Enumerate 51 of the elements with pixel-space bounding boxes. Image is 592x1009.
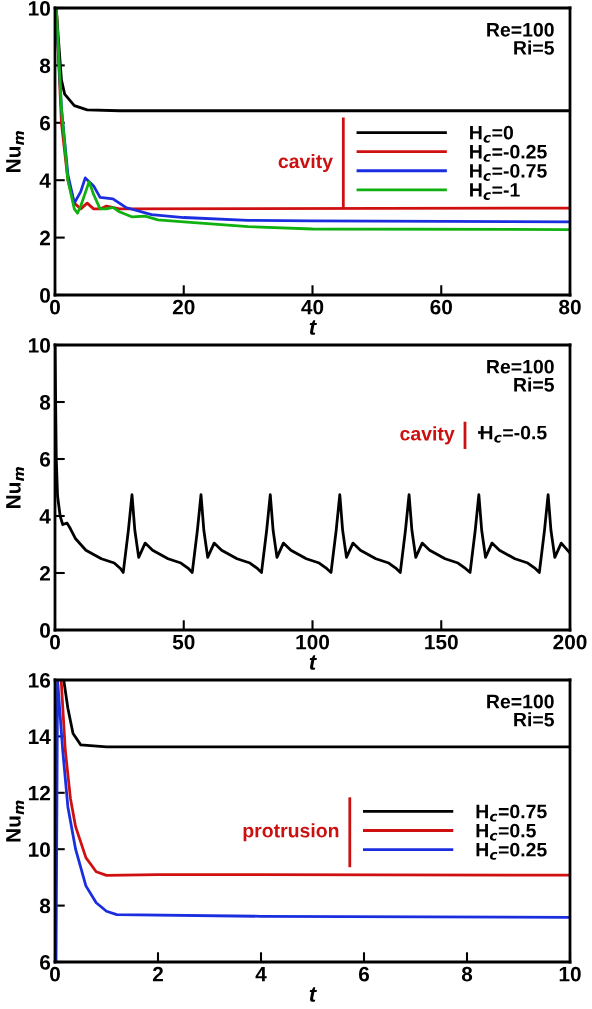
y-tick-label: 2: [39, 566, 50, 581]
y-tick-label: 10: [28, 842, 50, 857]
y-tick-label: 6: [40, 115, 51, 131]
legend-title: cavity: [278, 153, 333, 173]
y-tick-label: 8: [39, 898, 51, 914]
x-tick-label: 6: [358, 966, 370, 982]
y-tick-label: 8: [39, 395, 51, 410]
y-axis-title: Nu$_{m}$: [6, 131, 24, 172]
annotation: Re=100 Ri=5: [487, 359, 555, 392]
legend-label: H$_{c}$=-0.5: [480, 425, 547, 443]
legend-title: protrusion: [243, 823, 339, 842]
x-axis-title: t: [309, 987, 317, 1002]
x-tick-label: 4: [255, 966, 267, 982]
legend-label: H$_{c}$=-0.25: [470, 144, 547, 162]
y-tick-label: 8: [39, 58, 51, 74]
legend-label: H$_{c}$=0.5: [476, 823, 536, 841]
x-tick-label: 200: [553, 634, 587, 650]
x-tick-label: 40: [301, 299, 324, 315]
x-tick-label: 2: [152, 966, 163, 982]
legend-label: H$_{c}$=0.75: [476, 804, 547, 822]
y-axis-title: Nu$_{m}$: [6, 467, 24, 508]
annotation: Re=100 Ri=5: [487, 22, 555, 55]
x-tick-label: 150: [425, 634, 458, 650]
y-axis-title: Nu$_{m}$: [6, 800, 24, 842]
x-tick-label: 8: [461, 966, 473, 982]
legend-label: H$_{c}$=-0.75: [470, 163, 547, 181]
x-tick-label: 50: [172, 634, 195, 650]
y-tick-label: 0: [40, 623, 50, 638]
x-axis-title: t: [309, 655, 317, 670]
y-tick-label: 6: [40, 452, 51, 467]
x-axis-title: t: [309, 320, 317, 335]
y-tick-label: 0: [40, 288, 50, 303]
x-tick-label: 80: [559, 299, 581, 315]
x-tick-label: 100: [296, 634, 330, 650]
y-tick-label: 14: [28, 729, 51, 744]
x-tick-label: 20: [172, 299, 195, 315]
legend-title: cavity: [400, 426, 455, 445]
legend-label: H$_{c}$=-1: [470, 183, 520, 200]
x-tick-label: 10: [559, 966, 581, 982]
y-tick-label: 16: [28, 673, 51, 688]
y-tick-label: 10: [28, 338, 50, 353]
y-tick-label: 10: [28, 1, 50, 16]
legend-label: H$_{c}$=0.25: [476, 842, 547, 860]
legend-label: H$_{c}$=0: [470, 125, 513, 143]
y-tick-label: 12: [28, 785, 50, 801]
y-tick-label: 6: [40, 955, 51, 970]
y-tick-label: 4: [39, 509, 51, 524]
annotation: Re=100 Ri=5: [487, 694, 555, 727]
y-tick-label: 4: [39, 173, 51, 188]
y-tick-label: 2: [39, 230, 50, 246]
x-tick-label: 60: [430, 299, 452, 315]
